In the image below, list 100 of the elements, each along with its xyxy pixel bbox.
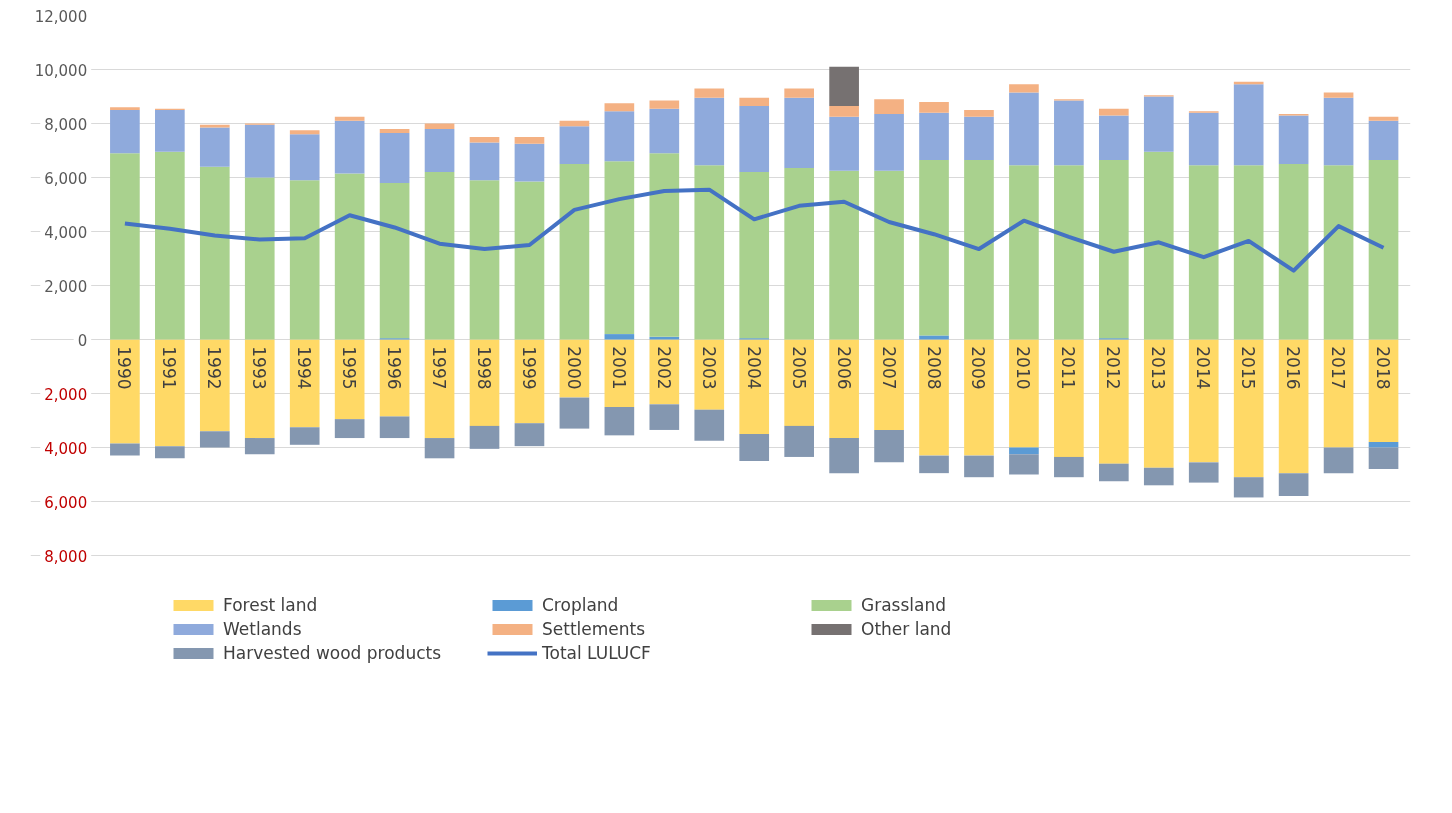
bar bbox=[829, 170, 859, 340]
bar bbox=[1143, 151, 1174, 340]
x-tick-label: 2000 bbox=[563, 346, 584, 390]
bar bbox=[1188, 462, 1219, 483]
x-tick-label: 2014 bbox=[1193, 346, 1214, 390]
x-tick-label: 2004 bbox=[743, 346, 764, 390]
bar bbox=[1009, 92, 1039, 166]
bar bbox=[1009, 447, 1039, 455]
bar bbox=[1143, 96, 1174, 152]
bar bbox=[244, 124, 275, 178]
bar bbox=[784, 339, 814, 426]
x-tick-label: 1997 bbox=[429, 346, 450, 390]
bar bbox=[919, 455, 949, 474]
x-tick-label: 2002 bbox=[653, 346, 674, 390]
bar bbox=[514, 143, 545, 182]
bar bbox=[829, 105, 859, 117]
bar bbox=[604, 334, 635, 340]
x-tick-label: 2006 bbox=[833, 346, 854, 390]
bar bbox=[964, 159, 994, 340]
legend-label: Forest land bbox=[223, 595, 319, 615]
bar bbox=[244, 438, 275, 455]
bar bbox=[784, 425, 814, 457]
x-tick-label: 1994 bbox=[294, 346, 315, 390]
bar bbox=[379, 128, 410, 133]
x-tick-label: 1995 bbox=[339, 346, 360, 390]
x-tick-label: 2018 bbox=[1373, 346, 1394, 390]
bar bbox=[1054, 339, 1084, 457]
bar bbox=[1368, 116, 1399, 121]
bar bbox=[874, 339, 904, 430]
bar bbox=[829, 116, 859, 171]
bar bbox=[694, 409, 725, 441]
bar bbox=[1233, 339, 1264, 478]
bar bbox=[784, 88, 814, 98]
bar bbox=[964, 110, 994, 117]
line-series bbox=[122, 187, 1386, 273]
x-tick-label: 2011 bbox=[1058, 346, 1079, 390]
x-tick-label: 1998 bbox=[474, 346, 495, 390]
bar bbox=[1323, 97, 1354, 166]
bar bbox=[1143, 467, 1174, 486]
y-tick-label: 8,000 bbox=[44, 547, 88, 566]
bar bbox=[289, 339, 320, 428]
bar bbox=[199, 166, 230, 340]
bar bbox=[289, 180, 320, 340]
bar bbox=[739, 97, 770, 106]
bar bbox=[964, 339, 994, 456]
bar bbox=[649, 404, 680, 430]
bar bbox=[649, 108, 680, 154]
bar bbox=[1188, 112, 1219, 166]
x-tick-label: 2008 bbox=[923, 346, 944, 390]
bar bbox=[469, 137, 500, 143]
bar bbox=[155, 110, 185, 152]
bar bbox=[424, 123, 455, 129]
x-tick-label: 1990 bbox=[114, 346, 135, 390]
y-tick-label: 12,000 bbox=[34, 7, 88, 26]
bar bbox=[289, 427, 320, 445]
bar bbox=[964, 455, 994, 478]
bar bbox=[1368, 159, 1399, 340]
x-tick-label: 2007 bbox=[878, 346, 899, 390]
bar bbox=[604, 407, 635, 436]
bar bbox=[694, 165, 725, 340]
bar bbox=[694, 97, 725, 166]
x-tick-label: 1993 bbox=[249, 346, 270, 390]
bar bbox=[1188, 165, 1219, 340]
bar bbox=[1054, 165, 1084, 340]
bar bbox=[1323, 339, 1354, 448]
legend-label: Other land bbox=[861, 619, 953, 639]
bar bbox=[155, 339, 185, 447]
bar bbox=[379, 416, 410, 439]
x-tick-label: 1996 bbox=[384, 346, 405, 390]
bar bbox=[199, 431, 230, 448]
bar bbox=[244, 339, 275, 439]
bar bbox=[604, 111, 635, 162]
bar bbox=[1233, 477, 1264, 498]
bar bbox=[784, 97, 814, 169]
bar bbox=[1009, 339, 1039, 448]
x-tick-label: 2010 bbox=[1013, 346, 1034, 390]
bar bbox=[1098, 159, 1129, 339]
bar bbox=[469, 142, 500, 181]
bar bbox=[469, 180, 500, 340]
x-tick-label: 2005 bbox=[788, 346, 809, 390]
bar bbox=[1009, 165, 1039, 340]
bar bbox=[919, 159, 949, 336]
legend-label: Wetlands bbox=[223, 619, 303, 639]
y-tick-label: 0 bbox=[77, 331, 88, 350]
bar bbox=[1009, 454, 1039, 475]
bar bbox=[739, 434, 770, 461]
bar bbox=[874, 99, 904, 115]
bar bbox=[1098, 108, 1129, 116]
bar bbox=[110, 339, 140, 444]
bar bbox=[829, 66, 859, 106]
bar bbox=[289, 134, 320, 181]
bar bbox=[829, 438, 859, 474]
bar bbox=[424, 172, 455, 340]
legend-label: Harvested wood products bbox=[223, 643, 443, 663]
bar bbox=[604, 161, 635, 335]
bar bbox=[694, 88, 725, 98]
bar bbox=[1278, 115, 1309, 164]
y-tick-label: 4,000 bbox=[44, 223, 88, 242]
bar bbox=[244, 177, 275, 340]
bar bbox=[739, 172, 770, 339]
